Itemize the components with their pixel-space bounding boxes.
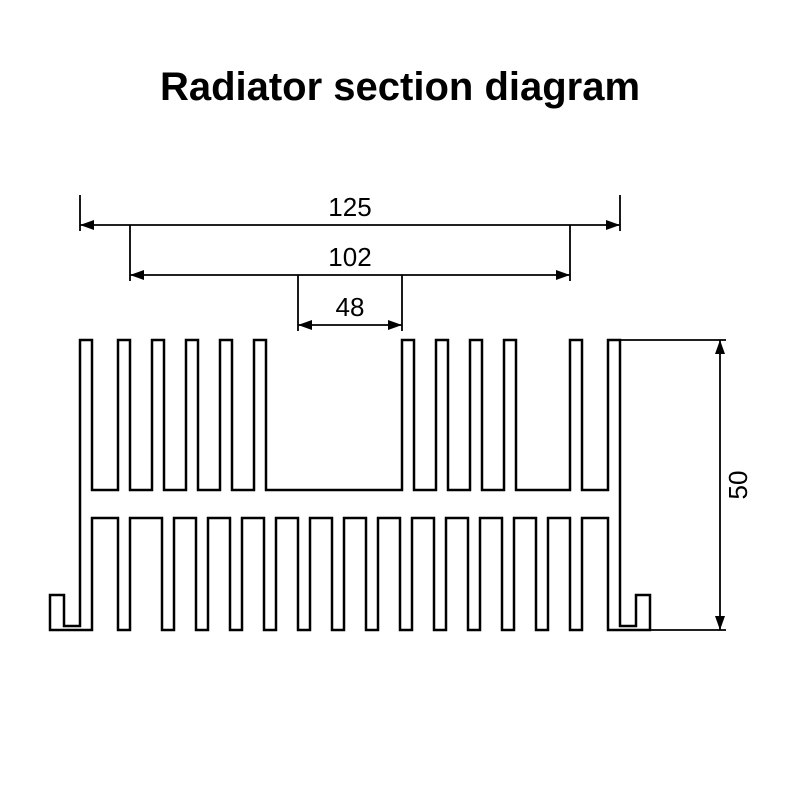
svg-text:48: 48 xyxy=(336,292,365,322)
svg-text:102: 102 xyxy=(328,242,371,272)
radiator-section-svg: 125 102 48 50 xyxy=(0,0,800,800)
svg-text:125: 125 xyxy=(328,192,371,222)
svg-text:50: 50 xyxy=(723,471,753,500)
